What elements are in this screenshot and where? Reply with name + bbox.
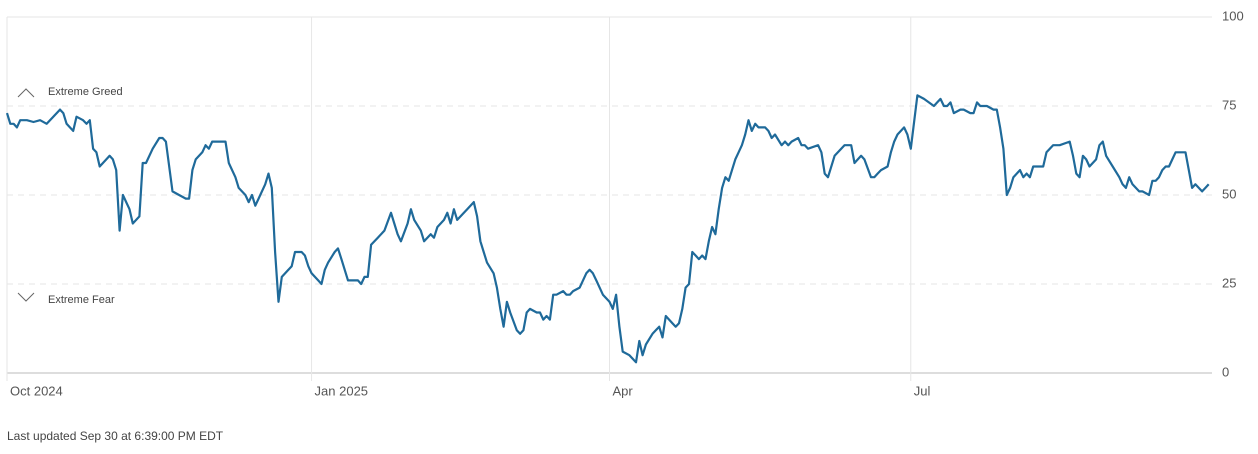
annotation-greed: Extreme Greed <box>17 86 123 98</box>
y-tick-label: 50 <box>1222 186 1236 201</box>
chevron-down <box>17 292 35 302</box>
line-series <box>5 94 1210 364</box>
annotation: Extreme Fear <box>48 294 115 306</box>
x-tick-label: Jan 2025 <box>315 383 369 398</box>
y-tick-label: 75 <box>1222 97 1236 112</box>
x-tick-label: Oct 2024 <box>10 383 63 398</box>
y-tick-label: 25 <box>1222 275 1236 290</box>
annotation-fear: Extreme Fear <box>17 292 115 306</box>
x-tick-label: Jul <box>914 383 931 398</box>
plot: 0 25 50 75 100 Oct 2024 Jan 2025 Apr Jul <box>5 8 1244 398</box>
chevron-up <box>17 88 35 98</box>
annotation: Extreme Greed <box>48 86 123 98</box>
x-tick-label: Apr <box>613 383 634 398</box>
footnote: Last updated Sep 30 at 6:39:00 PM EDT <box>7 429 224 443</box>
y-tick-label: 100 <box>1222 8 1244 23</box>
y-tick-label: 0 <box>1222 364 1229 379</box>
